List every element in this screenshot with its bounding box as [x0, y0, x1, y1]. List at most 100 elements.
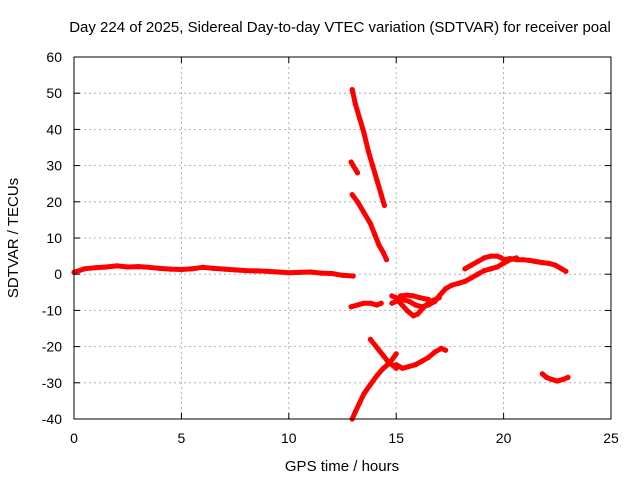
point-track-11 — [380, 365, 386, 371]
y-tick-label: 30 — [46, 158, 62, 174]
point-track-6 — [412, 302, 419, 308]
point-track-13 — [406, 363, 412, 370]
point-track-11 — [393, 351, 399, 357]
point-track-5 — [378, 300, 384, 306]
point-track-13 — [412, 362, 419, 368]
point-track-1 — [114, 263, 120, 269]
point-track-10 — [533, 258, 539, 265]
point-track-7 — [404, 307, 410, 313]
y-tick-label: 40 — [46, 121, 62, 137]
point-track-10 — [501, 257, 507, 263]
point-track-13 — [432, 349, 438, 355]
point-track-8 — [425, 296, 431, 303]
point-track-9 — [488, 253, 494, 259]
point-track-1 — [243, 268, 249, 274]
point-track-14 — [565, 374, 571, 380]
point-track-10 — [513, 257, 520, 263]
point-track-1 — [103, 264, 109, 270]
y-tick-label: 10 — [46, 230, 62, 246]
point-track-11 — [357, 400, 363, 406]
x-tick-label: 25 — [603, 430, 619, 446]
point-track-6 — [462, 278, 468, 284]
point-track-13 — [438, 345, 444, 351]
point-track-8 — [404, 292, 410, 298]
y-tick-label: 0 — [54, 266, 62, 282]
point-track-2 — [381, 202, 387, 208]
point-track-1 — [157, 265, 163, 271]
point-track-6 — [475, 271, 481, 277]
point-track-13 — [393, 362, 399, 368]
point-track-1 — [286, 270, 292, 276]
point-track-5 — [348, 304, 354, 310]
y-tick-label: 20 — [46, 194, 62, 210]
data-marks — [71, 87, 571, 422]
point-track-2 — [370, 163, 376, 169]
x-tick-label: 10 — [281, 430, 297, 446]
point-track-1 — [146, 264, 152, 270]
point-track-9 — [468, 262, 474, 268]
point-track-14 — [539, 371, 545, 377]
point-track-2 — [352, 101, 358, 107]
x-tick-label: 20 — [496, 430, 512, 446]
point-track-7 — [389, 293, 395, 299]
point-track-10 — [563, 268, 569, 274]
point-track-4 — [376, 242, 382, 248]
point-track-1 — [318, 270, 324, 276]
point-track-13 — [419, 358, 425, 364]
point-track-1 — [211, 265, 217, 271]
point-track-8 — [397, 293, 404, 299]
point-track-6 — [481, 268, 487, 274]
point-track-9 — [462, 266, 468, 272]
point-track-1 — [135, 264, 141, 270]
point-track-2 — [349, 87, 355, 93]
point-track-1 — [178, 266, 184, 273]
point-track-1 — [296, 269, 303, 275]
x-axis-label: GPS time / hours — [285, 458, 399, 475]
point-track-1 — [92, 265, 99, 271]
point-track-11 — [367, 382, 373, 388]
series-track-2 — [349, 87, 387, 208]
point-track-13 — [400, 365, 406, 371]
point-track-1 — [264, 268, 270, 274]
point-track-12 — [367, 336, 373, 342]
point-track-12 — [389, 362, 395, 368]
point-track-1 — [254, 268, 260, 274]
point-track-7 — [393, 295, 399, 301]
point-track-10 — [526, 257, 533, 263]
point-track-7 — [421, 304, 427, 310]
point-track-9 — [481, 255, 487, 261]
point-track-14 — [544, 374, 550, 380]
point-track-5 — [367, 300, 373, 306]
point-track-14 — [554, 378, 560, 384]
point-track-6 — [494, 264, 500, 270]
point-track-9 — [494, 253, 500, 259]
point-track-6 — [443, 286, 449, 292]
point-track-7 — [436, 295, 442, 301]
x-tick-label: 0 — [70, 430, 78, 446]
point-track-6 — [389, 300, 395, 306]
point-track-14 — [548, 376, 554, 382]
point-track-6 — [406, 298, 412, 304]
point-track-10 — [552, 262, 558, 268]
point-track-5 — [354, 302, 361, 308]
point-track-12 — [372, 342, 378, 348]
point-track-8 — [417, 295, 423, 301]
point-track-12 — [380, 353, 386, 359]
point-track-11 — [352, 409, 358, 415]
point-track-6 — [449, 282, 455, 288]
y-tick-label: -10 — [42, 302, 62, 318]
point-track-1 — [82, 266, 88, 272]
point-track-2 — [365, 148, 371, 154]
point-track-14 — [561, 376, 567, 382]
point-track-7 — [410, 313, 416, 319]
point-track-1 — [189, 266, 195, 272]
point-track-2 — [361, 130, 367, 136]
point-track-11 — [361, 391, 367, 397]
point-track-5 — [374, 302, 380, 308]
point-track-1 — [329, 270, 335, 277]
point-track-1 — [168, 266, 174, 272]
y-tick-label: -40 — [42, 411, 62, 427]
point-track-1 — [232, 267, 238, 273]
point-track-10 — [546, 260, 552, 266]
point-track-10 — [507, 256, 513, 262]
